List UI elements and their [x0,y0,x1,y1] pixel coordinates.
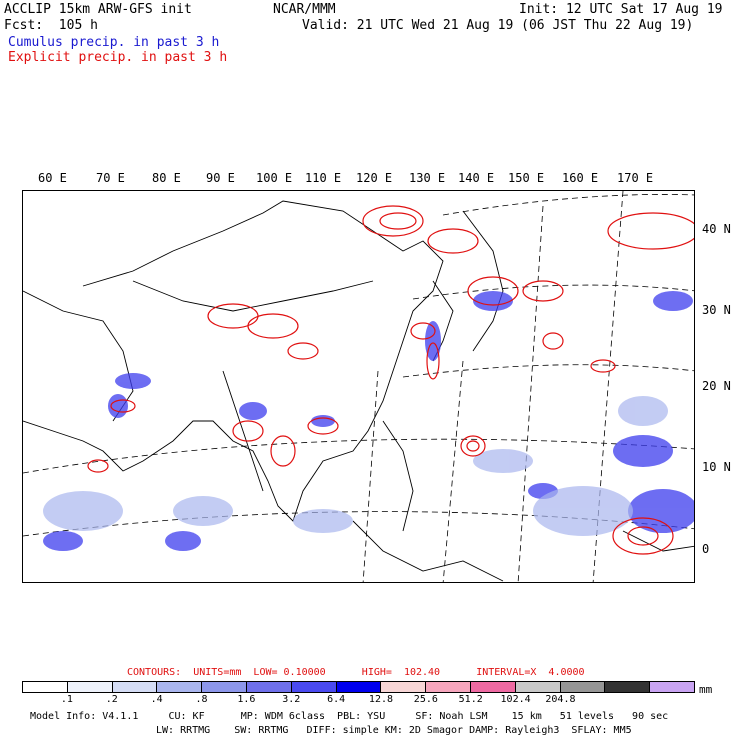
legend-cumulus: Cumulus precip. in past 3 h [8,35,220,50]
legend-explicit: Explicit precip. in past 3 h [8,50,228,65]
init-time: Init: 12 UTC Sat 17 Aug 19 [519,2,723,17]
lon-label: 160 E [562,171,599,185]
precip-cumulus-light [43,396,668,536]
color-swatch [246,682,292,692]
lon-label: 150 E [508,171,545,185]
color-swatch [470,682,516,692]
physics-info: LW: RRTMG SW: RRTMG DIFF: simple KM: 2D … [156,725,632,736]
scale-tick: .2 [105,694,118,705]
color-swatch [605,682,651,692]
color-swatch [515,682,561,692]
model-info: Model Info: V4.1.1 CU: KF MP: WDM 6class… [30,711,669,722]
graticule [23,191,694,582]
color-swatch [336,682,382,692]
lon-label: 70 E [96,171,125,185]
scale-tick: .1 [60,694,73,705]
map-graphic [23,191,694,582]
lon-label: 130 E [409,171,446,185]
color-swatch [381,682,427,692]
color-swatch [560,682,606,692]
lat-label: 10 N [702,460,731,474]
lon-label: 170 E [617,171,654,185]
lon-label: 120 E [356,171,393,185]
color-swatch [426,682,471,692]
forecast-hour: Fcst: 105 h [4,18,98,33]
scale-tick: 3.2 [282,694,301,705]
scale-tick: 12.8 [368,694,394,705]
scale-tick: 6.4 [327,694,346,705]
color-swatch [291,682,337,692]
lat-label: 30 N [702,303,731,317]
precip-map [22,190,695,583]
lon-label: 110 E [305,171,342,185]
scale-tick: 204.8 [545,694,576,705]
lat-label: 0 [702,542,710,556]
color-swatch [650,682,694,692]
scale-tick: .8 [195,694,208,705]
precip-explicit [87,205,694,555]
lon-label: 140 E [458,171,495,185]
lon-label: 100 E [256,171,293,185]
org-label: NCAR/MMM [273,2,336,17]
scale-tick: 51.2 [458,694,483,705]
color-swatch [112,682,158,692]
scale-tick: 102.4 [500,694,531,705]
color-swatch [67,682,113,692]
lat-label: 20 N [702,379,731,393]
coastlines [23,200,694,582]
valid-time: Valid: 21 UTC Wed 21 Aug 19 (06 JST Thu … [302,18,694,33]
model-title: ACCLIP 15km ARW-GFS init [4,2,192,17]
scale-tick: 1.6 [237,694,256,705]
color-swatch [23,682,68,692]
color-scale-bar [22,681,695,693]
contour-info: CONTOURS: UNITS=mm LOW= 0.10000 HIGH= 10… [127,667,585,678]
scale-unit: mm [699,683,713,696]
lat-label: 40 N [702,222,731,236]
color-swatch [202,682,247,692]
lon-label: 80 E [152,171,181,185]
lon-label: 60 E [38,171,67,185]
color-swatch [157,682,203,692]
scale-tick: .4 [150,694,163,705]
lon-label: 90 E [206,171,235,185]
precip-cumulus [43,291,694,551]
scale-tick: 25.6 [413,694,438,705]
